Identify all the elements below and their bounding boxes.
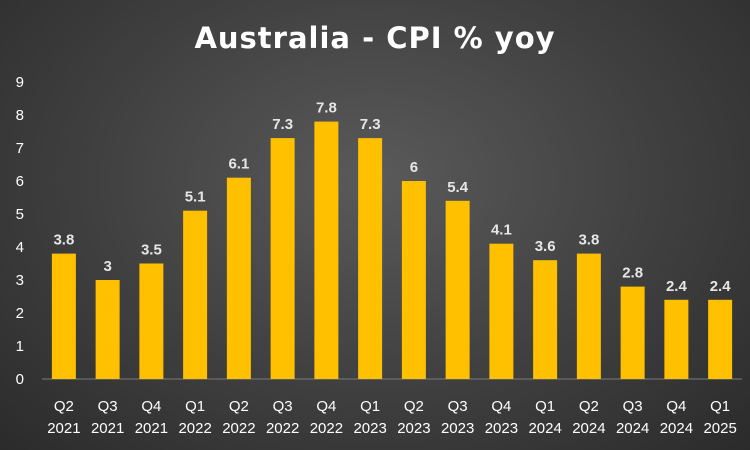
bar bbox=[139, 263, 164, 379]
y-tick-label: 6 bbox=[16, 173, 24, 190]
bar bbox=[708, 299, 733, 379]
x-tick-year: 2023 bbox=[485, 420, 518, 437]
bar bbox=[51, 253, 76, 379]
bar bbox=[401, 181, 426, 379]
data-label: 7.3 bbox=[360, 116, 381, 133]
x-tick-year: 2023 bbox=[441, 420, 474, 437]
x-tick-quarter: Q2 bbox=[579, 398, 599, 415]
bar bbox=[314, 121, 339, 379]
bars bbox=[51, 121, 733, 379]
data-label: 2.8 bbox=[622, 265, 643, 282]
data-label: 5.1 bbox=[185, 189, 206, 206]
bar bbox=[664, 299, 689, 379]
data-label: 3 bbox=[103, 258, 111, 275]
data-label: 3.8 bbox=[53, 232, 74, 249]
y-tick-label: 9 bbox=[16, 74, 24, 91]
x-tick-quarter: Q2 bbox=[404, 398, 424, 415]
bar bbox=[270, 138, 295, 379]
bar bbox=[95, 280, 120, 379]
y-tick-label: 2 bbox=[16, 305, 24, 322]
x-tick-quarter: Q1 bbox=[185, 398, 205, 415]
x-tick-year: 2025 bbox=[703, 420, 736, 437]
data-labels: 3.8 3 3.5 5.1 6.1 7.3 7.8 7.3 6 5.4 4.1 3.6 3.8 2.8 2.… bbox=[53, 100, 731, 295]
x-tick-quarter: Q1 bbox=[535, 398, 555, 415]
y-tick-label: 4 bbox=[16, 239, 24, 256]
x-tick-quarter: Q3 bbox=[448, 398, 468, 415]
data-label: 3.5 bbox=[141, 242, 162, 259]
data-label: 3.8 bbox=[578, 232, 599, 249]
bar bbox=[533, 260, 558, 379]
bar bbox=[358, 138, 383, 379]
x-axis: Q2 2021 Q3 2021 Q4 2021 Q1 2022 Q2 2022 Q3 2022 Q4 20… bbox=[47, 398, 737, 437]
x-tick-year: 2023 bbox=[397, 420, 430, 437]
bar bbox=[226, 177, 251, 379]
x-tick-quarter: Q1 bbox=[360, 398, 380, 415]
x-tick-year: 2022 bbox=[178, 420, 211, 437]
bar bbox=[445, 200, 470, 379]
x-tick-quarter: Q4 bbox=[491, 398, 511, 415]
x-tick-quarter: Q1 bbox=[710, 398, 730, 415]
chart-title: Australia - CPI % yoy bbox=[194, 21, 555, 55]
bar bbox=[620, 286, 645, 379]
x-tick-quarter: Q2 bbox=[229, 398, 249, 415]
y-tick-label: 1 bbox=[16, 338, 24, 355]
x-tick-quarter: Q3 bbox=[98, 398, 118, 415]
data-label: 2.4 bbox=[666, 278, 688, 295]
x-tick-year: 2024 bbox=[660, 420, 693, 437]
bar bbox=[489, 243, 514, 379]
data-label: 7.8 bbox=[316, 100, 337, 117]
bar bbox=[576, 253, 601, 379]
x-tick-year: 2022 bbox=[266, 420, 299, 437]
x-tick-quarter: Q4 bbox=[141, 398, 161, 415]
x-tick-year: 2021 bbox=[135, 420, 168, 437]
x-tick-quarter: Q3 bbox=[273, 398, 293, 415]
y-tick-label: 8 bbox=[16, 107, 24, 124]
x-tick-year: 2022 bbox=[222, 420, 255, 437]
data-label: 7.3 bbox=[272, 116, 293, 133]
x-tick-year: 2021 bbox=[47, 420, 80, 437]
x-tick-year: 2024 bbox=[572, 420, 605, 437]
x-tick-quarter: Q3 bbox=[623, 398, 643, 415]
x-tick-year: 2024 bbox=[528, 420, 561, 437]
data-label: 2.4 bbox=[710, 278, 732, 295]
x-tick-year: 2021 bbox=[91, 420, 124, 437]
x-tick-year: 2022 bbox=[310, 420, 343, 437]
data-label: 5.4 bbox=[447, 179, 469, 196]
x-tick-year: 2023 bbox=[353, 420, 386, 437]
data-label: 6.1 bbox=[228, 156, 249, 173]
data-label: 3.6 bbox=[535, 238, 556, 255]
y-tick-label: 3 bbox=[16, 272, 24, 289]
x-tick-quarter: Q4 bbox=[316, 398, 336, 415]
x-tick-year: 2024 bbox=[616, 420, 649, 437]
y-tick-label: 7 bbox=[16, 140, 24, 157]
x-tick-quarter: Q4 bbox=[666, 398, 686, 415]
data-label: 4.1 bbox=[491, 222, 512, 239]
bar bbox=[183, 210, 208, 379]
y-tick-label: 5 bbox=[16, 206, 24, 223]
x-tick-quarter: Q2 bbox=[54, 398, 74, 415]
y-tick-label: 0 bbox=[16, 371, 24, 388]
data-label: 6 bbox=[410, 159, 418, 176]
